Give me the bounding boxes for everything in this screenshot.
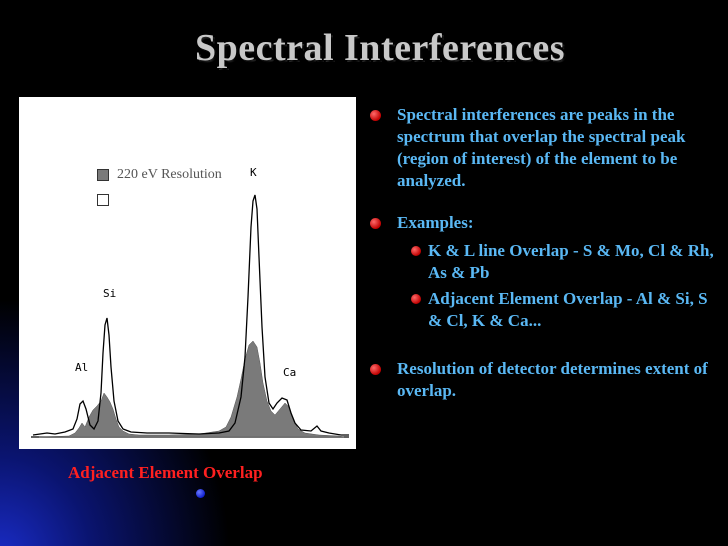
bullet-dot-icon bbox=[411, 246, 421, 256]
bullet-text: Examples: bbox=[397, 213, 474, 232]
legend-swatch-outline bbox=[97, 194, 109, 206]
filled-spectrum bbox=[38, 340, 345, 438]
bullet-text: Spectral interferences are peaks in the … bbox=[397, 105, 686, 190]
chart-caption: Adjacent Element Overlap bbox=[68, 463, 263, 482]
peak-label-al: Al bbox=[75, 361, 89, 374]
slide-title: Spectral Interferences bbox=[194, 27, 566, 69]
spectrum-chart: 220 eV Resolution K Si Al Ca bbox=[19, 97, 356, 449]
bullet-dot-icon bbox=[370, 364, 381, 375]
legend-label-resolution: 220 eV Resolution bbox=[117, 167, 222, 182]
bullet-item: Spectral interferences are peaks in the … bbox=[366, 104, 716, 192]
bullet-list: Spectral interferences are peaks in the … bbox=[366, 104, 716, 422]
peak-label-si: Si bbox=[103, 287, 117, 300]
legend-swatch-filled bbox=[97, 169, 109, 181]
bullet-dot-icon bbox=[370, 110, 381, 121]
bullet-item: Resolution of detector determines extent… bbox=[366, 358, 716, 402]
bullet-text: Resolution of detector determines extent… bbox=[397, 359, 708, 400]
bullet-dot-icon bbox=[411, 294, 421, 304]
spectrum-svg bbox=[31, 194, 349, 438]
bullet-dot-icon bbox=[370, 218, 381, 229]
sub-bullet-item: Adjacent Element Overlap - Al & Si, S & … bbox=[366, 288, 716, 332]
sub-bullet-item: K & L line Overlap - S & Mo, Cl & Rh, As… bbox=[366, 240, 716, 284]
peak-label-k: K bbox=[250, 166, 257, 179]
outline-spectrum bbox=[32, 194, 349, 436]
sub-bullet-text: K & L line Overlap - S & Mo, Cl & Rh, As… bbox=[428, 241, 714, 282]
peak-label-ca: Ca bbox=[283, 366, 297, 379]
decorative-dot bbox=[196, 489, 205, 498]
bullet-item: Examples: bbox=[366, 212, 716, 234]
sub-bullet-text: Adjacent Element Overlap - Al & Si, S & … bbox=[428, 289, 708, 330]
